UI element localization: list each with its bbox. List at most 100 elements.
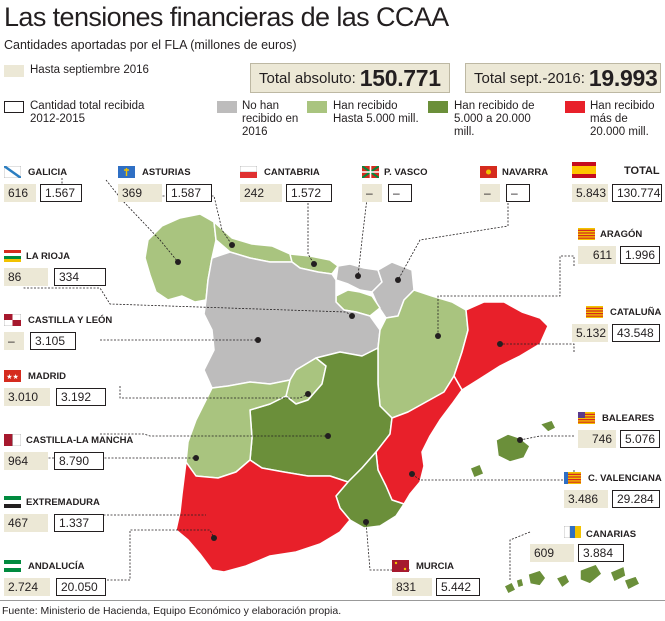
region-total-name: TOTAL [624,165,660,177]
page-title: Las tensiones financieras de las CCAA [4,2,449,32]
region-rioja-total: 334 [54,268,106,286]
legend-sept-label: Hasta septiembre 2016 [30,64,149,76]
flag-clm-icon [4,434,21,446]
region-rioja-2016: 86 [4,268,48,286]
flag-rioja-icon [4,250,21,262]
flag-spain-icon [572,162,596,178]
legend-light-swatch [307,101,327,113]
region-madrid-2016: 3.010 [4,388,50,406]
region-cantabria-2016: 242 [240,184,282,202]
source-note: Fuente: Ministerio de Hacienda, Equipo E… [2,605,342,617]
region-canarias-name: CANARIAS [586,529,637,540]
region-cataluna-total: 43.548 [612,324,660,342]
region-madrid-name: MADRID [28,371,66,382]
region-cyl-2016: – [4,332,24,350]
region-cantabria-name: CANTABRIA [264,167,320,178]
page-subtitle: Cantidades aportadas por el FLA (millone… [4,38,297,52]
map-region-canarias[interactable] [527,569,547,587]
legend-sept-swatch [4,65,24,77]
map-region-baleares[interactable] [495,433,531,463]
region-cataluna-name: CATALUÑA [610,307,662,318]
flag-murcia-icon [392,560,409,572]
region-baleares-name: BALEARES [602,413,655,424]
flag-aragon-icon [578,228,595,240]
total-sept-value: 19.993 [588,64,658,91]
region-valenciana-total: 29.284 [612,490,660,508]
total-absolute-box: Total absoluto: 150.771 [250,63,450,93]
region-asturias-name: ASTURIAS [142,167,191,178]
region-galicia-2016: 616 [4,184,36,202]
region-aragon-2016: 611 [578,246,616,264]
region-navarra-2016: – [480,184,500,202]
region-total-total: 130.774 [612,184,662,202]
region-aragon-name: ARAGÓN [600,229,643,240]
region-baleares-total: 5.076 [620,430,660,448]
region-murcia-name: MURCIA [416,561,454,572]
region-navarra-total: – [506,184,530,202]
region-andalucia-2016: 2.724 [4,578,50,596]
region-madrid-total: 3.192 [56,388,106,406]
region-canarias-2016: 609 [530,544,574,562]
flag-cantabria-icon [240,166,257,178]
region-extremadura-name: EXTREMADURA [26,497,100,508]
region-cantabria-total: 1.572 [286,184,332,202]
legend-mid-swatch [428,101,448,113]
legend-grey-swatch [217,101,237,113]
region-cataluna-2016: 5.132 [572,324,608,342]
region-asturias-2016: 369 [118,184,162,202]
region-pvasco-total: – [388,184,412,202]
region-pvasco-2016: – [362,184,382,202]
region-valenciana-name: C. VALENCIANA [588,473,662,484]
footer-divider [0,600,665,601]
flag-canarias-icon [564,526,581,538]
legend-mid-label: Han recibido de 5.000 a 20.000 mill. [454,100,535,138]
total-sept-box: Total sept.-2016: 19.993 [465,63,661,93]
region-andalucia-total: 20.050 [56,578,106,596]
region-andalucia-name: ANDALUCÍA [28,561,85,572]
region-galicia-total: 1.567 [40,184,82,202]
region-galicia-name: GALICIA [28,167,68,178]
total-absolute-label: Total absoluto: [259,69,356,87]
flag-andalucia-icon [4,560,21,572]
flag-madrid-icon: ★★ [4,370,21,382]
flag-cataluna-icon [586,306,603,318]
map-region-galicia[interactable] [144,213,217,303]
legend-red-swatch [565,101,585,113]
region-valenciana-2016: 3.486 [564,490,608,508]
region-aragon-total: 1.996 [620,246,660,264]
flag-asturias-icon [118,166,135,178]
region-asturias-total: 1.587 [166,184,212,202]
legend-total-label: Cantidad total recibida 2012-2015 [30,100,145,125]
flag-galicia-icon [4,166,21,178]
legend-grey-label: No han recibido en 2016 [242,100,299,138]
flag-cyl-icon [4,314,21,326]
flag-navarra-icon [480,166,497,178]
region-baleares-2016: 746 [578,430,616,448]
region-total-2016: 5.843 [572,184,608,202]
region-rioja-name: LA RIOJA [26,251,70,262]
map-region-extremadura[interactable] [185,379,291,479]
flag-baleares-icon [578,412,595,424]
region-extremadura-2016: 467 [4,514,48,532]
flag-extremadura-icon [4,496,21,508]
flag-valenciana-icon [564,472,581,484]
map-region-andalucia[interactable] [175,459,351,573]
region-clm-name: CASTILLA-LA MANCHA [26,435,134,446]
region-clm-total: 8.790 [54,452,104,470]
region-murcia-total: 5.442 [436,578,480,596]
legend-red-label: Han recibido más de 20.000 mill. [590,100,655,138]
region-clm-2016: 964 [4,452,48,470]
region-murcia-2016: 831 [392,578,432,596]
flag-pvasco-icon [362,166,379,178]
region-pvasco-name: P. VASCO [384,167,428,178]
legend-total-swatch [4,101,24,113]
region-cyl-total: 3.105 [30,332,76,350]
svg-text:★★: ★★ [6,373,19,381]
region-extremadura-total: 1.337 [54,514,104,532]
total-absolute-value: 150.771 [359,64,441,91]
region-cyl-name: CASTILLA Y LEÓN [28,315,113,326]
total-sept-label: Total sept.-2016: [474,69,585,87]
legend-light-label: Han recibido Hasta 5.000 mill. [333,100,419,125]
region-navarra-name: NAVARRA [502,167,549,178]
